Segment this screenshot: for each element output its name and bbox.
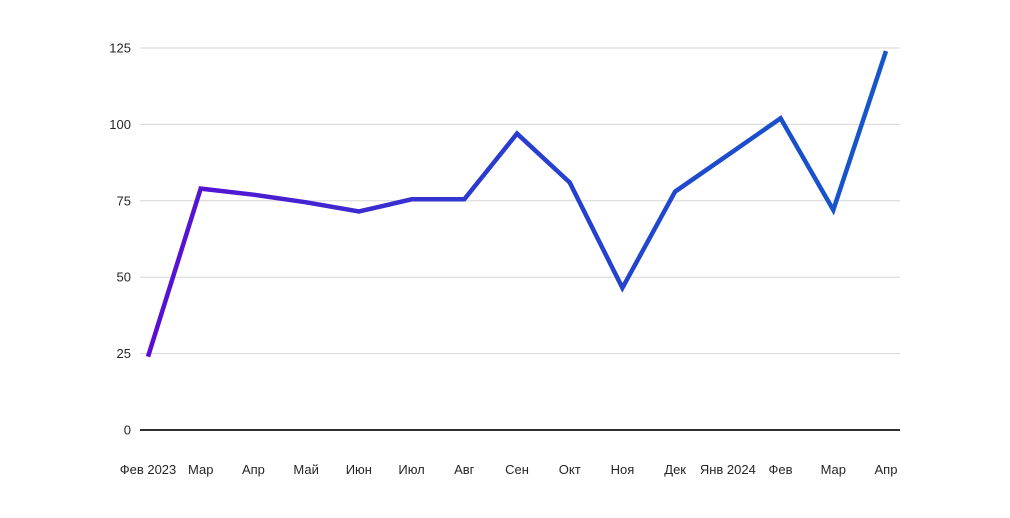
x-tick-label: Авг bbox=[454, 462, 475, 477]
x-tick-label: Мар bbox=[188, 462, 213, 477]
x-tick-label: Фев bbox=[769, 462, 793, 477]
x-tick-label: Апр bbox=[875, 462, 898, 477]
x-tick-label: Апр bbox=[242, 462, 265, 477]
y-tick-label: 100 bbox=[109, 117, 131, 132]
x-tick-label: Фев 2023 bbox=[120, 462, 177, 477]
x-tick-label: Сен bbox=[505, 462, 529, 477]
x-tick-label: Июн bbox=[346, 462, 372, 477]
x-tick-label: Мар bbox=[821, 462, 846, 477]
x-tick-label: Дек bbox=[664, 462, 686, 477]
y-tick-label: 125 bbox=[109, 41, 131, 56]
x-tick-label: Янв 2024 bbox=[700, 462, 756, 477]
x-tick-label: Май bbox=[293, 462, 318, 477]
y-tick-label: 0 bbox=[124, 423, 131, 438]
x-tick-label: Июл bbox=[398, 462, 424, 477]
chart-line-series bbox=[145, 50, 889, 358]
y-tick-label: 25 bbox=[117, 346, 131, 361]
y-tick-label: 50 bbox=[117, 270, 131, 285]
x-tick-label: Ноя bbox=[611, 462, 635, 477]
y-tick-label: 75 bbox=[117, 193, 131, 208]
x-tick-label: Окт bbox=[559, 462, 581, 477]
